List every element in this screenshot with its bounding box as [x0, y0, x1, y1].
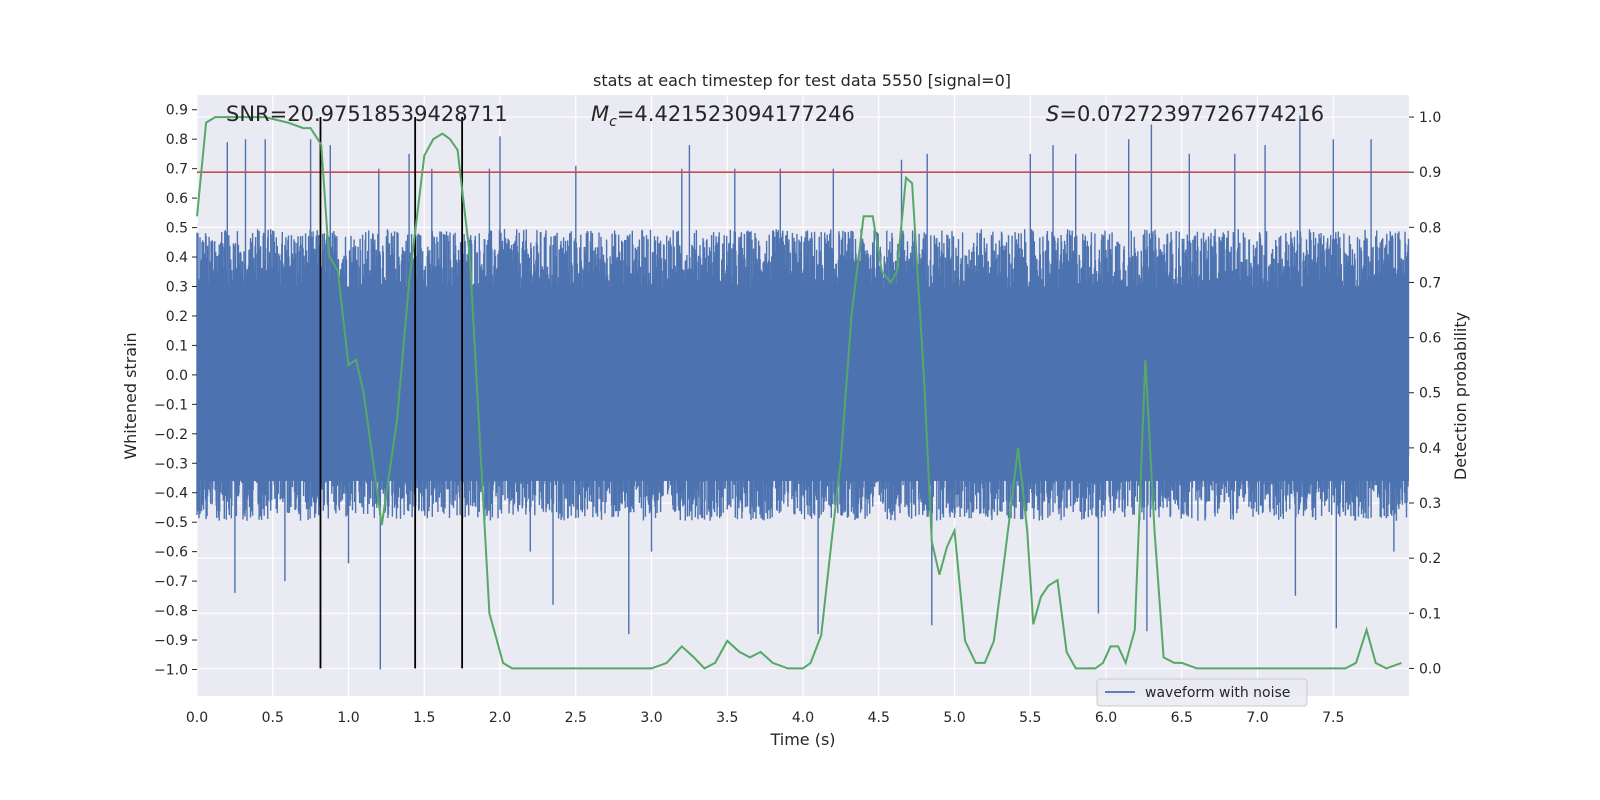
x-tick-label-15: 7.5	[1322, 710, 1344, 726]
x-tick-label-12: 6.0	[1095, 710, 1117, 726]
right-y-tick-label-5: 0.5	[1419, 386, 1441, 402]
x-tick-label-4: 2.0	[489, 710, 511, 726]
s-value: =0.07272397726774216	[1059, 102, 1324, 126]
left-y-tick-label-2: 0.7	[166, 162, 188, 178]
x-tick-label-9: 4.5	[868, 710, 890, 726]
right-y-tick-label-6: 0.4	[1419, 441, 1441, 457]
x-tick-label-8: 4.0	[792, 710, 814, 726]
x-tick-label-14: 7.0	[1246, 710, 1268, 726]
left-y-tick-label-18: −0.9	[154, 633, 188, 649]
left-y-tick-label-14: −0.5	[154, 515, 188, 531]
annotations: SNR=20.97518539428711 Mc=4.4215230941772…	[226, 102, 1324, 130]
waveform-series	[196, 115, 1410, 670]
x-tick-label-3: 1.5	[413, 710, 435, 726]
right-y-tick-label-9: 0.1	[1419, 606, 1441, 622]
left-y-tick-label-19: −1.0	[154, 662, 188, 678]
left-y-tick-label-0: 0.9	[166, 103, 188, 119]
x-tick-label-0: 0.0	[186, 710, 208, 726]
overlay-lines	[196, 116, 1409, 670]
right-y-tick-label-4: 0.6	[1419, 331, 1441, 347]
left-y-tick-label-11: −0.2	[154, 427, 188, 443]
left-y-tick-label-4: 0.5	[166, 221, 188, 237]
x-tick-label-10: 5.0	[943, 710, 965, 726]
x-tick-label-1: 0.5	[262, 710, 284, 726]
left-y-tick-label-13: −0.4	[154, 486, 188, 502]
left-y-tick-label-15: −0.6	[154, 545, 188, 561]
x-tick-label-7: 3.5	[716, 710, 738, 726]
right-y-axis-label: Detection probability	[1451, 312, 1470, 480]
left-y-tick-label-5: 0.4	[166, 250, 188, 266]
waveform-line	[196, 115, 1410, 670]
right-y-tick-label-8: 0.2	[1419, 551, 1441, 567]
x-tick-label-13: 6.5	[1171, 710, 1193, 726]
left-y-axis-ticks: 0.9 0.8 0.7 0.6 0.5 0.4 0.3 0.2 0.1 0.0 −0.1 −0.2 −0…	[154, 103, 197, 678]
chirp-mass-annotation: Mc=4.421523094177246	[591, 102, 855, 130]
left-y-tick-label-10: −0.1	[154, 397, 188, 413]
right-y-tick-label-0: 1.0	[1419, 110, 1441, 126]
left-y-tick-label-7: 0.2	[166, 309, 188, 325]
left-y-tick-label-8: 0.1	[166, 338, 188, 354]
left-y-tick-label-6: 0.3	[166, 279, 188, 295]
snr-annotation: SNR=20.97518539428711	[226, 102, 508, 126]
right-y-tick-label-1: 0.9	[1419, 165, 1441, 181]
x-tick-label-11: 5.5	[1019, 710, 1041, 726]
x-axis-ticks: 0.0 0.5 1.0 1.5 2.0 2.5 3.0 3.5 4.0 4.5 5.0 5.5 6.0 6…	[186, 710, 1345, 726]
legend-label-waveform: waveform with noise	[1145, 685, 1290, 701]
chirp-mass-value: =4.421523094177246	[617, 102, 855, 126]
right-y-tick-label-10: 0.0	[1419, 661, 1441, 677]
left-y-tick-label-3: 0.6	[166, 191, 188, 207]
detection-probability-line	[196, 116, 1402, 670]
left-y-tick-label-12: −0.3	[154, 456, 188, 472]
s-annotation: S=0.07272397726774216	[1046, 102, 1324, 126]
right-y-axis-ticks: 1.0 0.9 0.8 0.7 0.6 0.5 0.4 0.3 0.2 0.1 0.0	[1409, 110, 1441, 677]
left-y-tick-label-16: −0.7	[154, 574, 188, 590]
legend-box	[1096, 678, 1308, 707]
legend: waveform with noise	[1096, 678, 1308, 707]
x-axis-label: Time (s)	[769, 730, 835, 749]
s-symbol: S	[1046, 102, 1059, 126]
right-y-tick-label-3: 0.7	[1419, 275, 1441, 291]
x-tick-label-5: 2.5	[565, 710, 587, 726]
right-y-tick-label-7: 0.3	[1419, 496, 1441, 512]
chirp-mass-subscript: c	[609, 114, 617, 130]
chirp-mass-symbol: M	[591, 102, 609, 126]
x-tick-label-6: 3.0	[640, 710, 662, 726]
x-tick-label-2: 1.0	[337, 710, 359, 726]
right-y-tick-label-2: 0.8	[1419, 220, 1441, 236]
left-y-tick-label-1: 0.8	[166, 132, 188, 148]
left-y-axis-label: Whitened strain	[121, 332, 140, 459]
chart-title: stats at each timestep for test data 555…	[593, 71, 1011, 90]
left-y-tick-label-9: 0.0	[166, 368, 188, 384]
left-y-tick-label-17: −0.8	[154, 604, 188, 620]
